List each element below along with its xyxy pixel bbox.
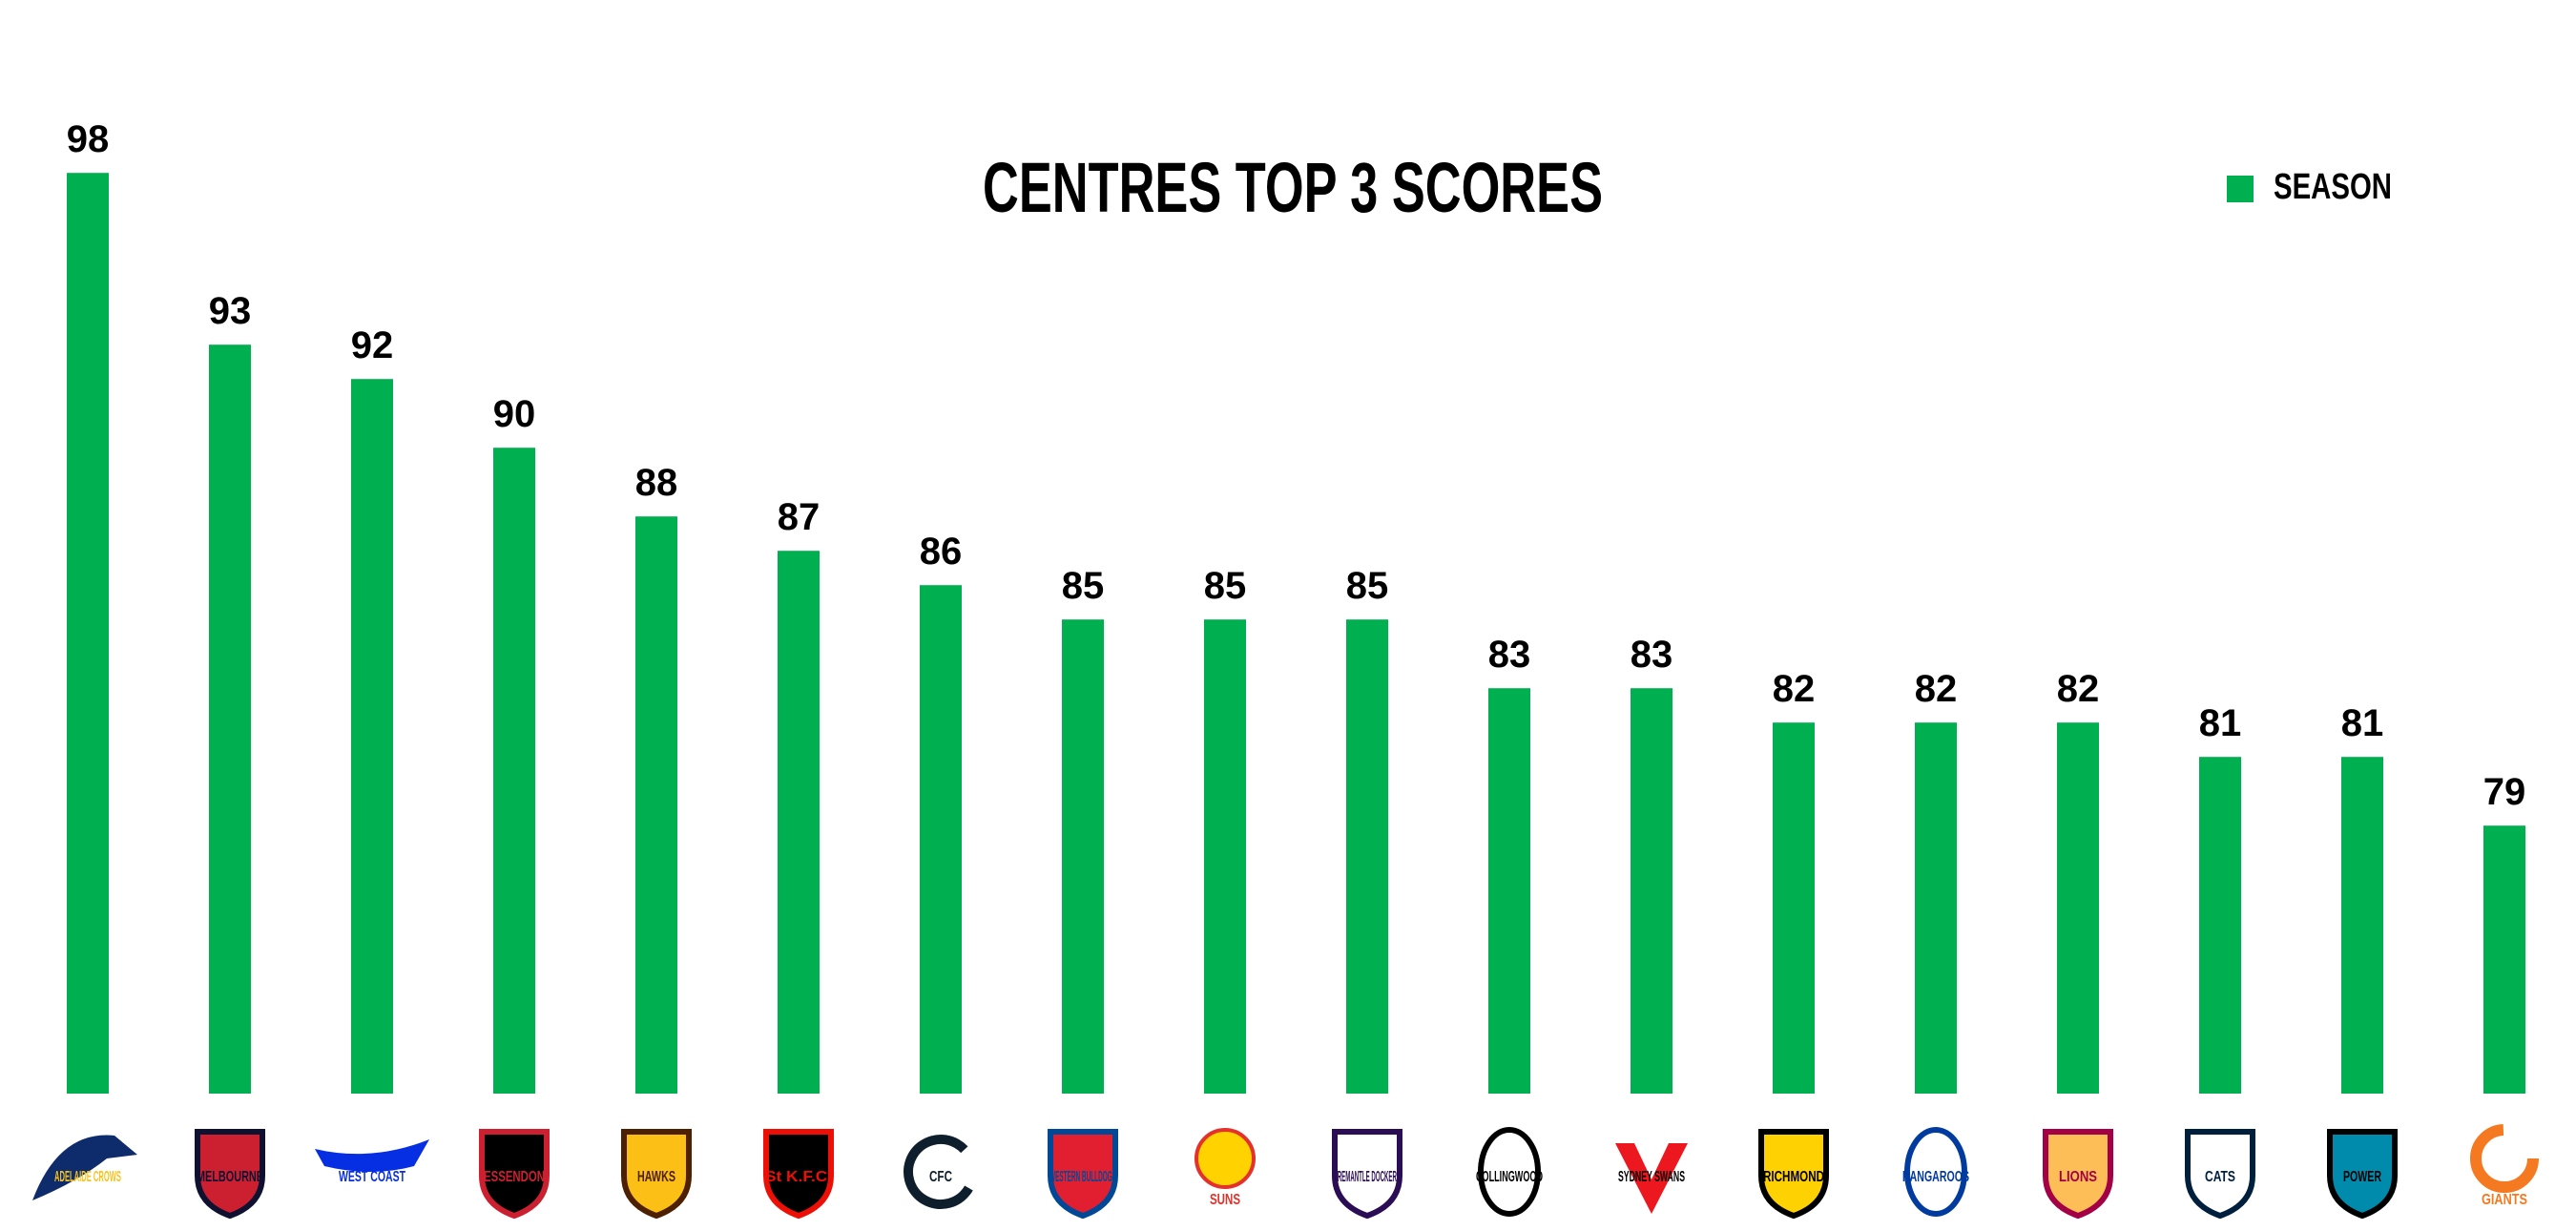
hawthorn-logo-icon: HAWKS (621, 1129, 692, 1220)
st-kilda-logo-icon: St K.F.C. (763, 1129, 834, 1220)
gws-giants-logo-icon: GIANTS (2470, 1124, 2539, 1208)
data-label-kangaroos: 82 (1915, 668, 1958, 710)
data-label-richmond: 82 (1773, 668, 1816, 710)
legend-label: SEASON (2274, 167, 2392, 207)
data-label-melbourne: 93 (209, 290, 252, 332)
legend: SEASON (2227, 167, 2392, 207)
bar-melbourne (209, 344, 251, 1094)
svg-text:SYDNEY SWANS: SYDNEY SWANS (1618, 1169, 1685, 1185)
carlton-logo-icon: CFC (904, 1135, 978, 1209)
essendon-logo-icon: ESSENDON (479, 1129, 550, 1220)
data-label-geelong-cats: 81 (2199, 702, 2242, 744)
bar-richmond (1773, 722, 1815, 1094)
bar-carlton (920, 585, 962, 1094)
bar-kangaroos (1915, 722, 1957, 1094)
brisbane-lions-logo-icon: LIONS (2043, 1129, 2113, 1220)
team-logos-group: ADELAIDE CROWS MELBOURNE WEST COAST ESSENDO… (32, 1124, 2539, 1220)
data-labels-group: 98 93 92 90 88 87 86 85 85 85 83 83 82 82 82 81 81 79 (67, 118, 2526, 813)
svg-text:POWER: POWER (2343, 1169, 2381, 1185)
data-label-giants: 79 (2483, 771, 2526, 813)
svg-text:HAWKS: HAWKS (637, 1169, 675, 1185)
svg-text:RICHMOND: RICHMOND (1763, 1169, 1824, 1185)
bar-geelong-cats (2199, 757, 2241, 1094)
geelong-cats-logo-icon: CATS (2185, 1129, 2255, 1220)
bar-power (2341, 757, 2383, 1094)
bar-fremantle-dockers (1346, 619, 1388, 1094)
bar-sydney-swans (1631, 688, 1672, 1094)
port-adelaide-logo-icon: POWER (2327, 1129, 2398, 1220)
richmond-logo-icon: RICHMOND (1758, 1129, 1829, 1220)
legend-swatch (2227, 176, 2254, 202)
svg-text:SUNS: SUNS (1210, 1192, 1240, 1208)
data-label-suns: 85 (1204, 565, 1247, 607)
bar-west-coast (351, 379, 393, 1094)
collingwood-logo-icon: COLLINGWOOD (1476, 1127, 1543, 1217)
melbourne-logo-icon: MELBOURNE (195, 1129, 265, 1220)
west-coast-logo-icon: WEST COAST (315, 1139, 429, 1185)
bar-essendon (493, 448, 535, 1094)
data-label-brisbane-lions: 82 (2057, 668, 2100, 710)
svg-text:COLLINGWOOD: COLLINGWOOD (1476, 1169, 1543, 1185)
bar-adelaide-crows (67, 173, 109, 1094)
data-label-fremantle-dockers: 85 (1346, 565, 1389, 607)
svg-text:GIANTS: GIANTS (2482, 1192, 2527, 1208)
data-label-adelaide-crows: 98 (67, 118, 110, 160)
svg-text:St K.F.C.: St K.F.C. (765, 1169, 832, 1185)
data-label-power: 81 (2341, 702, 2384, 744)
data-label-essendon: 90 (493, 393, 536, 435)
chart-title: CENTRES TOP 3 SCORES (983, 148, 1603, 227)
bar-western-bulldogs (1062, 619, 1104, 1094)
svg-text:LIONS: LIONS (2059, 1169, 2097, 1185)
bar-giants (2483, 825, 2525, 1094)
bar-st-k-f-c (778, 551, 820, 1094)
bar-collingwood (1488, 688, 1530, 1094)
svg-text:CFC: CFC (929, 1169, 952, 1185)
sydney-swans-logo-icon: SYDNEY SWANS (1615, 1143, 1688, 1214)
kangaroos-logo-icon: KANGAROOS (1902, 1127, 1969, 1217)
svg-text:WEST COAST: WEST COAST (339, 1169, 405, 1185)
svg-text:ESSENDON: ESSENDON (484, 1169, 545, 1185)
svg-text:ADELAIDE CROWS: ADELAIDE CROWS (54, 1169, 121, 1185)
svg-text:KANGAROOS: KANGAROOS (1902, 1169, 1969, 1185)
svg-text:CATS: CATS (2205, 1169, 2235, 1185)
bar-hawks (635, 516, 677, 1094)
bar-suns (1204, 619, 1246, 1094)
data-label-western-bulldogs: 85 (1062, 565, 1105, 607)
adelaide-crows-logo-icon: ADELAIDE CROWS (32, 1135, 137, 1200)
gold-coast-suns-logo-icon: SUNS (1195, 1128, 1256, 1208)
svg-text:FREMANTLE DOCKERS: FREMANTLE DOCKERS (1334, 1169, 1401, 1185)
data-label-west-coast: 92 (351, 324, 394, 366)
bars-group (67, 173, 2525, 1094)
data-label-sydney-swans: 83 (1631, 634, 1673, 676)
data-label-hawks: 88 (635, 462, 678, 504)
data-label-collingwood: 83 (1488, 634, 1531, 676)
svg-text:MELBOURNE: MELBOURNE (197, 1169, 263, 1185)
bar-brisbane-lions (2057, 722, 2099, 1094)
data-label-st-k-f-c: 87 (778, 496, 821, 538)
svg-text:WESTERN BULLDOGS: WESTERN BULLDOGS (1049, 1169, 1116, 1185)
data-label-carlton: 86 (920, 531, 963, 573)
western-bulldogs-logo-icon: WESTERN BULLDOGS (1048, 1129, 1118, 1220)
fremantle-dockers-logo-icon: FREMANTLE DOCKERS (1332, 1129, 1402, 1220)
